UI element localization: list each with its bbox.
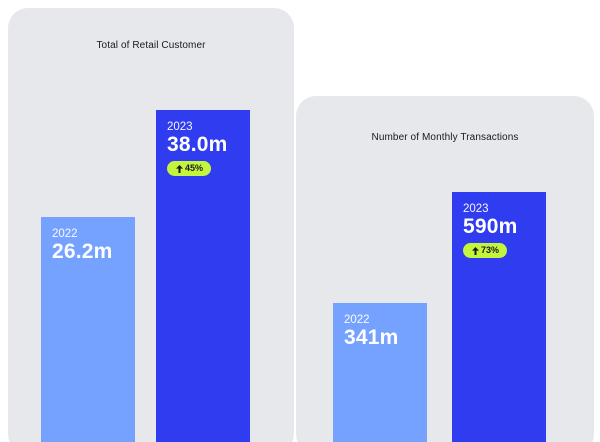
arrow-up-icon [472,246,479,255]
bar-2022: 2022 341m [333,302,427,442]
chart-title: Total of Retail Customer [96,40,206,51]
arrow-up-icon [176,164,183,173]
growth-badge-label: 45% [185,163,204,173]
bar-value-label: 590m [463,215,518,238]
bar-year-label: 2023 [463,203,489,215]
retail-customer-chart: Total of Retail Customer 2022 26.2m 2023… [8,8,294,442]
growth-badge: 73% [463,243,508,258]
chart-title: Number of Monthly Transactions [371,132,519,143]
bar-value-label: 26.2m [52,239,113,263]
bar-value-label: 341m [344,325,399,349]
bar-year-label: 2022 [344,313,370,326]
growth-badge: 45% [167,161,212,176]
monthly-transactions-chart: Number of Monthly Transactions 2022 341m… [296,96,594,442]
bar-value-label: 38.0m [167,133,228,156]
bar-year-label: 2023 [167,121,193,133]
bar-2023: 2023 38.0m 45% [156,110,250,442]
bar-2023: 2023 590m 73% [452,192,546,442]
growth-badge-label: 73% [481,245,500,255]
bar-year-label: 2022 [52,227,78,240]
bar-2022: 2022 26.2m [41,216,135,442]
